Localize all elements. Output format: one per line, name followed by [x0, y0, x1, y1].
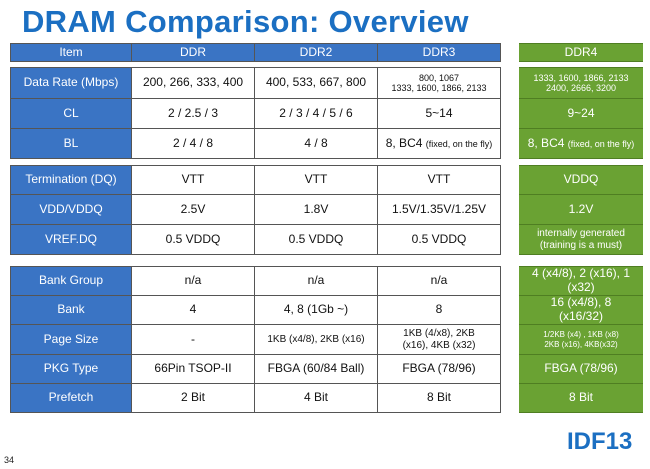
row-label-termination: Termination (DQ) — [10, 165, 132, 195]
section-power-table: Termination (DQ) VTT VTT VTT VDD/VDDQ 2.… — [10, 165, 501, 255]
cell-text-line: 2400, 2666, 3200 — [545, 83, 617, 93]
cell-text-line: (x16), 4KB (x32) — [402, 339, 476, 351]
table-header-row: Item DDR DDR2 DDR3 — [10, 43, 501, 62]
table-row: PKG Type 66Pin TSOP-II FBGA (60/84 Ball)… — [10, 355, 501, 384]
cell-vref-ddr3: 0.5 VDDQ — [378, 225, 501, 255]
page-number: 34 — [4, 455, 15, 465]
header-ddr: DDR — [132, 43, 255, 62]
header-ddr4: DDR4 — [519, 43, 643, 62]
row-label-page-size: Page Size — [10, 325, 132, 355]
table-row: VREF.DQ 0.5 VDDQ 0.5 VDDQ 0.5 VDDQ — [10, 225, 501, 255]
cell-bank-ddr: 4 — [132, 296, 255, 325]
cell-vref-ddr: 0.5 VDDQ — [132, 225, 255, 255]
table-row: Prefetch 2 Bit 4 Bit 8 Bit — [10, 384, 501, 413]
cell-text-line: 2KB (x16), 4KB(x32) — [544, 339, 618, 349]
cell-prefetch-ddr4: 8 Bit — [519, 384, 643, 413]
table-row: Data Rate (Mbps) 200, 266, 333, 400 400,… — [10, 67, 501, 99]
row-label-data-rate: Data Rate (Mbps) — [10, 67, 132, 99]
section-architecture-table: Bank Group n/a n/a n/a Bank 4 4, 8 (1Gb … — [10, 266, 501, 413]
cell-prefetch-ddr2: 4 Bit — [255, 384, 378, 413]
cell-text-line: (training is a must) — [539, 239, 623, 251]
row-label-vref: VREF.DQ — [10, 225, 132, 255]
table-row: BL 2 / 4 / 8 4 / 8 8, BC4 (fixed, on the… — [10, 129, 501, 159]
cell-page-size-ddr3: 1KB (4/x8), 2KB (x16), 4KB (x32) — [378, 325, 501, 355]
cell-vdd-ddr2: 1.8V — [255, 195, 378, 225]
header-ddr2: DDR2 — [255, 43, 378, 62]
cell-bl-ddr3: 8, BC4 (fixed, on the fly) — [378, 129, 501, 159]
cell-text-line: 1KB (4/x8), 2KB — [403, 328, 475, 339]
cell-text-line: 16 (x4/8), 8 — [550, 296, 612, 310]
table-row: VDD/VDDQ 2.5V 1.8V 1.5V/1.35V/1.25V — [10, 195, 501, 225]
cell-data-rate-ddr3: 800, 1067 1333, 1600, 1866, 2133 — [378, 67, 501, 99]
header-table: Item DDR DDR2 DDR3 — [10, 43, 501, 62]
cell-termination-ddr3: VTT — [378, 165, 501, 195]
cell-text-line: 800, 1067 — [418, 72, 460, 83]
cell-text-note: (fixed, on the fly) — [567, 138, 635, 149]
cell-data-rate-ddr: 200, 266, 333, 400 — [132, 67, 255, 99]
row-label-bl: BL — [10, 129, 132, 159]
cell-text-line: 1/2KB (x4) , 1KB (x8) — [543, 330, 619, 340]
cell-page-size-ddr4: 1/2KB (x4) , 1KB (x8) 2KB (x16), 4KB(x32… — [519, 325, 643, 355]
cell-bank-ddr2: 4, 8 (1Gb ~) — [255, 296, 378, 325]
cell-text-line: internally generated — [537, 228, 625, 239]
cell-bank-group-ddr2: n/a — [255, 266, 378, 296]
cell-cl-ddr: 2 / 2.5 / 3 — [132, 99, 255, 129]
cell-cl-ddr4: 9~24 — [519, 99, 643, 129]
cell-text-line: (x16/32) — [558, 309, 604, 323]
cell-termination-ddr4: VDDQ — [519, 165, 643, 195]
table-row: Page Size - 1KB (x4/8), 2KB (x16) 1KB (4… — [10, 325, 501, 355]
cell-bl-ddr2: 4 / 8 — [255, 129, 378, 159]
cell-prefetch-ddr: 2 Bit — [132, 384, 255, 413]
table-row: Bank 4 4, 8 (1Gb ~) 8 — [10, 296, 501, 325]
cell-bank-group-ddr3: n/a — [378, 266, 501, 296]
cell-page-size-ddr2: 1KB (x4/8), 2KB (x16) — [255, 325, 378, 355]
cell-text-note: (fixed, on the fly) — [425, 138, 493, 149]
cell-text-main: 8, BC4 — [385, 135, 423, 150]
cell-bank-group-ddr4: 4 (x4/8), 2 (x16), 1 (x32) — [519, 266, 643, 296]
row-label-bank-group: Bank Group — [10, 266, 132, 296]
cell-bank-ddr3: 8 — [378, 296, 501, 325]
cell-cl-ddr2: 2 / 3 / 4 / 5 / 6 — [255, 99, 378, 129]
header-ddr3: DDR3 — [378, 43, 501, 62]
table-row: CL 2 / 2.5 / 3 2 / 3 / 4 / 5 / 6 5~14 — [10, 99, 501, 129]
cell-text-line: 4 (x4/8), 2 (x16), 1 — [531, 266, 631, 281]
cell-pkg-ddr: 66Pin TSOP-II — [132, 355, 255, 384]
cell-bl-ddr4: 8, BC4 (fixed, on the fly) — [519, 129, 643, 159]
cell-text-main: 8, BC4 — [527, 135, 565, 150]
cell-vref-ddr4: internally generated (training is a must… — [519, 225, 643, 255]
cell-vdd-ddr3: 1.5V/1.35V/1.25V — [378, 195, 501, 225]
row-label-bank: Bank — [10, 296, 132, 325]
idf13-logo: IDF13 — [567, 428, 633, 455]
cell-text-line: (x32) — [567, 280, 595, 294]
row-label-vdd: VDD/VDDQ — [10, 195, 132, 225]
section-timing-table: Data Rate (Mbps) 200, 266, 333, 400 400,… — [10, 67, 501, 159]
cell-termination-ddr2: VTT — [255, 165, 378, 195]
cell-bank-group-ddr: n/a — [132, 266, 255, 296]
cell-vref-ddr2: 0.5 VDDQ — [255, 225, 378, 255]
row-label-pkg-type: PKG Type — [10, 355, 132, 384]
cell-data-rate-ddr4: 1333, 1600, 1866, 2133 2400, 2666, 3200 — [519, 67, 643, 99]
table-row: Termination (DQ) VTT VTT VTT — [10, 165, 501, 195]
row-label-prefetch: Prefetch — [10, 384, 132, 413]
cell-text-line: 1333, 1600, 1866, 2133 — [533, 72, 629, 83]
cell-page-size-ddr: - — [132, 325, 255, 355]
cell-text-line: 1333, 1600, 1866, 2133 — [391, 83, 487, 93]
cell-termination-ddr: VTT — [132, 165, 255, 195]
cell-pkg-ddr3: FBGA (78/96) — [378, 355, 501, 384]
row-label-cl: CL — [10, 99, 132, 129]
cell-cl-ddr3: 5~14 — [378, 99, 501, 129]
cell-pkg-ddr2: FBGA (60/84 Ball) — [255, 355, 378, 384]
cell-vdd-ddr: 2.5V — [132, 195, 255, 225]
slide-title: DRAM Comparison: Overview — [22, 4, 469, 39]
cell-pkg-ddr4: FBGA (78/96) — [519, 355, 643, 384]
header-item: Item — [10, 43, 132, 62]
table-row: Bank Group n/a n/a n/a — [10, 266, 501, 296]
cell-vdd-ddr4: 1.2V — [519, 195, 643, 225]
cell-prefetch-ddr3: 8 Bit — [378, 384, 501, 413]
cell-bl-ddr: 2 / 4 / 8 — [132, 129, 255, 159]
cell-data-rate-ddr2: 400, 533, 667, 800 — [255, 67, 378, 99]
cell-bank-ddr4: 16 (x4/8), 8 (x16/32) — [519, 296, 643, 325]
